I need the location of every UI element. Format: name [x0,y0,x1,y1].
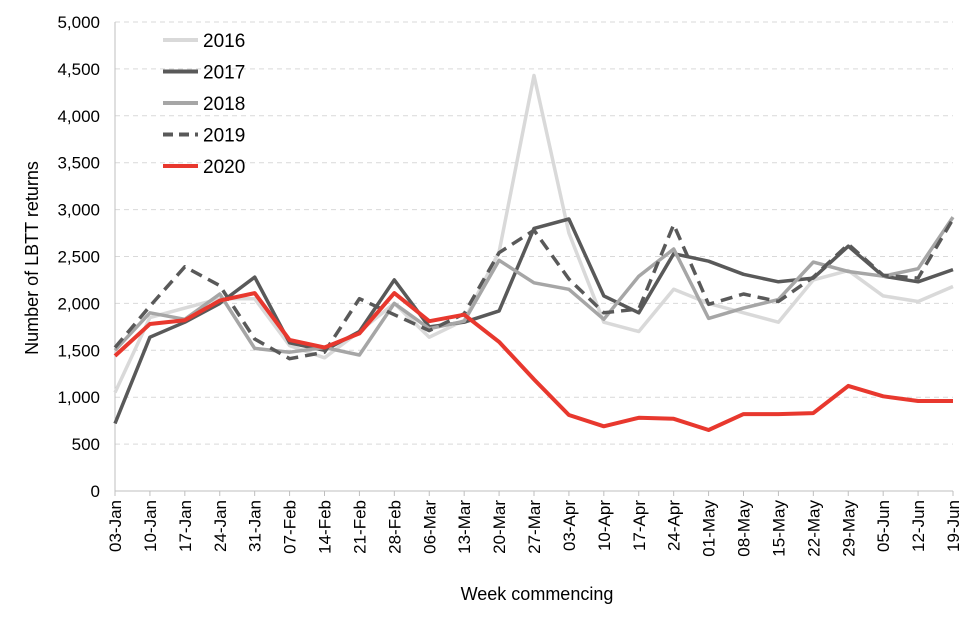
x-tick-label: 13-Mar [455,500,474,554]
x-tick-label: 31-Jan [246,500,265,552]
series-lines [113,73,955,432]
x-tick-label: 06-Mar [420,500,439,554]
x-tick-label: 01-May [700,500,719,557]
legend-label-2017: 2017 [203,63,245,84]
x-tick-label: 10-Apr [595,500,614,551]
y-tick-label: 1,000 [57,388,100,407]
x-tick-label: 12-Jun [909,500,928,552]
x-tick-label: 28-Feb [385,500,404,554]
y-tick-label: 1,500 [57,341,100,360]
series-line-2017 [113,217,954,425]
legend-label-2018: 2018 [203,94,245,115]
y-tick-label: 3,500 [57,154,100,173]
x-tick-label: 24-Apr [665,500,684,551]
legend-label-2016: 2016 [203,31,245,52]
legend: 2016 2017 2018 2019 2020 [163,31,245,178]
x-tick-label: 29-May [839,500,858,557]
legend-label-2020: 2020 [203,157,245,178]
x-tick-label: 14-Feb [316,500,335,554]
x-tick-label: 05-Jun [874,500,893,552]
x-tick-label: 17-Apr [630,500,649,551]
y-tick-label: 4,000 [57,107,100,126]
legend-label-2019: 2019 [203,126,245,147]
x-tick-label: 08-May [735,500,754,557]
y-axis-title: Number of LBTT returns [22,161,42,355]
series-line-2016 [113,73,954,394]
x-tick-label: 19-Jun [944,500,963,552]
x-tick-label: 03-Apr [560,500,579,551]
x-tick-label: 17-Jan [176,500,195,552]
x-tick-label: 03-Jan [106,500,125,552]
x-tick-label: 27-Mar [525,500,544,554]
x-tick-label: 24-Jan [211,500,230,552]
y-tick-label: 0 [91,482,100,501]
x-axis-title: Week commencing [461,584,614,604]
series-line-2020 [113,291,953,432]
y-tick-label: 4,500 [57,60,100,79]
x-axis-ticks: 03-Jan 10-Jan 17-Jan 24-Jan 31-Jan 07-Feb 14-F… [106,491,963,557]
y-tick-label: 500 [72,435,100,454]
x-tick-label: 10-Jan [141,500,160,552]
x-tick-label: 20-Mar [490,500,509,554]
y-tick-label: 5,000 [57,13,100,32]
series-line-2018 [113,216,955,357]
y-tick-label: 2,000 [57,294,100,313]
y-tick-label: 2,500 [57,248,100,267]
gridlines [115,21,953,445]
x-tick-label: 15-May [769,500,788,557]
y-axis-ticks: 0 500 1,000 1,500 2,000 2,500 3,000 3,500 4,000 4… [57,13,100,501]
x-tick-label: 07-Feb [281,500,300,554]
series-line-2019 [113,218,955,361]
x-tick-label: 22-May [804,500,823,557]
x-tick-label: 21-Feb [350,500,369,554]
y-tick-label: 3,000 [57,201,100,220]
